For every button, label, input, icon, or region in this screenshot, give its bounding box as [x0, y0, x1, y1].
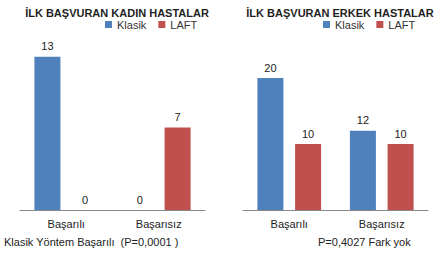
svg-text:0: 0 [82, 194, 88, 206]
svg-text:Başarılı: Başarılı [271, 218, 308, 230]
svg-text:Klasik: Klasik [335, 19, 365, 31]
svg-text:7: 7 [175, 111, 181, 123]
svg-text:10: 10 [302, 128, 314, 140]
svg-text:20: 20 [264, 62, 276, 74]
svg-text:Başarılı: Başarılı [48, 218, 85, 230]
svg-text:Başarısız: Başarısız [136, 218, 182, 230]
svg-text:0: 0 [137, 194, 143, 206]
svg-text:LAFT: LAFT [170, 19, 197, 31]
svg-text:10: 10 [394, 128, 406, 140]
svg-text:13: 13 [41, 40, 53, 52]
svg-text:Klasik Yöntem Başarılı (P=0,0: Klasik Yöntem Başarılı (P=0,0001 ) [4, 236, 178, 248]
svg-text:Başarısız: Başarısız [359, 218, 405, 230]
svg-text:P=0,4027 Fark yok: P=0,4027 Fark yok [318, 236, 411, 248]
svg-text:Klasik: Klasik [117, 19, 147, 31]
svg-text:LAFT: LAFT [388, 19, 415, 31]
svg-text:12: 12 [357, 114, 369, 126]
svg-text:İLK BAŞVURAN ERKEK HASTALAR: İLK BAŞVURAN ERKEK HASTALAR [246, 7, 433, 19]
svg-text:İLK BAŞVURAN KADIN HASTALAR: İLK BAŞVURAN KADIN HASTALAR [25, 7, 209, 19]
